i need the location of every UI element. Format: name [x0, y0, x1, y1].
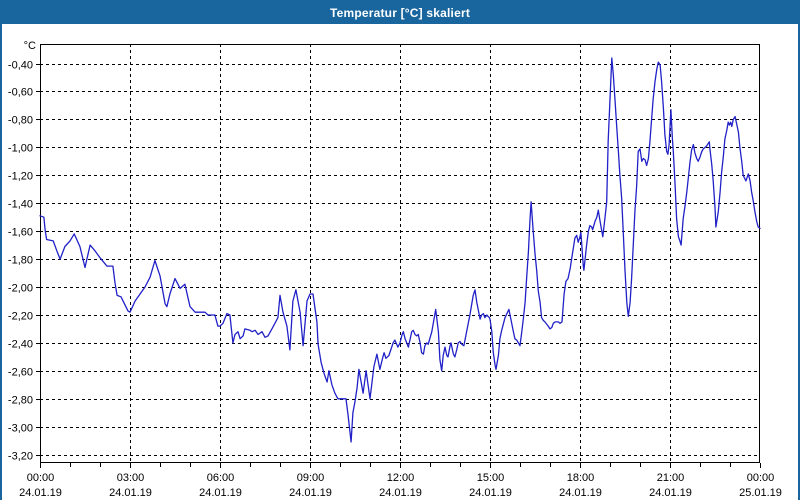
- y-tick-label: -0,80: [8, 115, 33, 127]
- y-tick-label: -0,60: [8, 87, 33, 99]
- y-tick-label: -2,60: [8, 367, 33, 379]
- x-tick-time: 12:00: [387, 472, 415, 484]
- y-tick-label: -1,60: [8, 227, 33, 239]
- x-tick-time: 00:00: [27, 472, 55, 484]
- y-tick-label: -3,20: [8, 451, 33, 463]
- y-tick-label: -1,00: [8, 143, 33, 155]
- y-tick-label: -3,00: [8, 423, 33, 435]
- x-tick-time: 21:00: [657, 472, 685, 484]
- x-tick-date: 24.01.19: [19, 487, 62, 499]
- x-tick-date: 24.01.19: [199, 487, 242, 499]
- x-tick-date: 24.01.19: [649, 487, 692, 499]
- y-tick-label: -1,80: [8, 255, 33, 267]
- y-tick-label: -1,40: [8, 199, 33, 211]
- x-tick-date: 25.01.19: [739, 487, 782, 499]
- x-tick-date: 24.01.19: [379, 487, 422, 499]
- y-tick-label: -1,20: [8, 171, 33, 183]
- y-tick-label: -2,40: [8, 339, 33, 351]
- window-title: Temperatur [°C] skaliert: [329, 6, 471, 20]
- y-tick-label: -2,00: [8, 283, 33, 295]
- temperature-chart: -0,40 -0,60 -0,80 -1,00 -1,20 -1,40 -1,60 -1,80…: [8, 40, 782, 499]
- x-tick-date: 24.01.19: [289, 487, 332, 499]
- x-tick-time: 18:00: [567, 472, 595, 484]
- x-tick-time: 03:00: [117, 472, 145, 484]
- title-bar: Temperatur [°C] skaliert: [2, 2, 798, 24]
- x-tick-date: 24.01.19: [469, 487, 512, 499]
- x-tick-time: 09:00: [297, 472, 325, 484]
- y-tick-label: -2,20: [8, 311, 33, 323]
- x-tick-time: 00:00: [747, 472, 775, 484]
- x-tick-date: 24.01.19: [109, 487, 152, 499]
- x-tick-time: 06:00: [207, 472, 235, 484]
- y-tick-label: -2,80: [8, 395, 33, 407]
- chart-area: -0,40 -0,60 -0,80 -1,00 -1,20 -1,40 -1,60 -1,80…: [2, 24, 798, 500]
- plot-frame: [40, 44, 760, 463]
- series-line: [39, 57, 761, 443]
- x-tick-time: 15:00: [477, 472, 505, 484]
- x-tick-date: 24.01.19: [559, 487, 602, 499]
- y-axis-unit-label: °C: [24, 40, 36, 52]
- y-tick-label: -0,40: [8, 60, 33, 72]
